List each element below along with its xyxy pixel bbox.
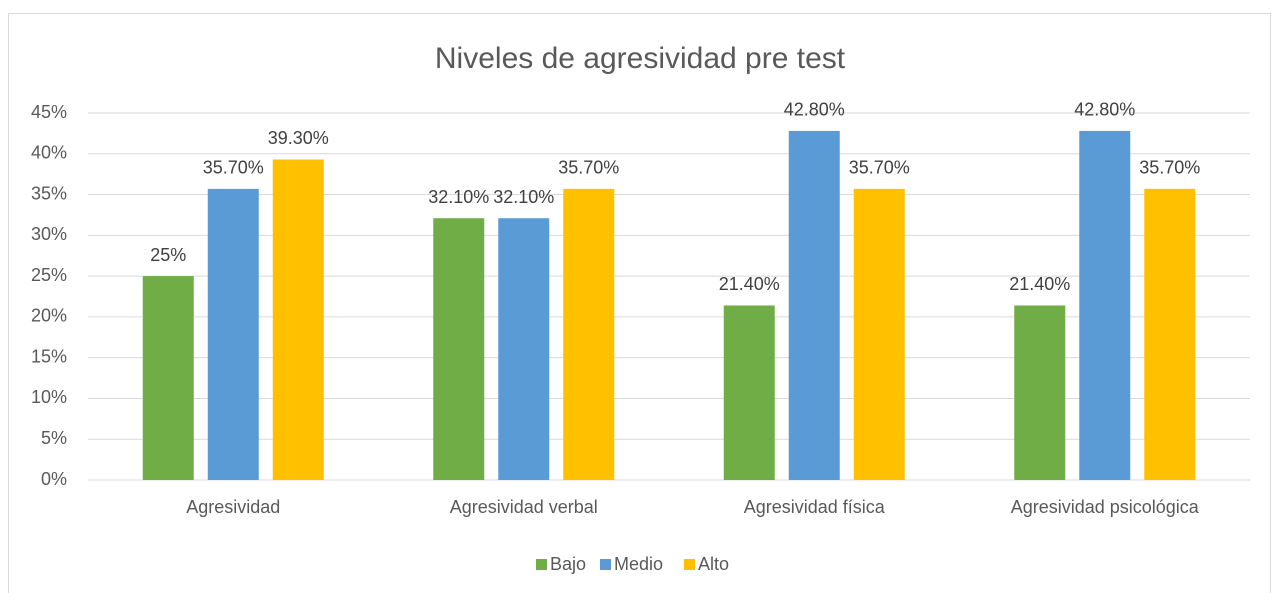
data-label: 39.30% <box>268 128 329 148</box>
legend-swatch <box>684 559 695 570</box>
y-tick-label: 25% <box>31 265 67 285</box>
bar <box>1144 188 1196 480</box>
legend-swatch <box>600 559 611 570</box>
legend-label: Alto <box>698 554 729 574</box>
bar <box>433 218 485 480</box>
x-tick-label: Agresividad <box>186 497 280 517</box>
legend-label: Bajo <box>550 554 586 574</box>
bar <box>788 130 840 481</box>
data-label: 42.80% <box>784 100 845 120</box>
bar <box>272 159 324 480</box>
data-label: 35.70% <box>203 158 264 178</box>
bar <box>142 276 194 480</box>
data-label: 21.40% <box>719 274 780 294</box>
bar <box>723 305 775 480</box>
data-label: 35.70% <box>849 158 910 178</box>
y-tick-label: 30% <box>31 224 67 244</box>
y-tick-label: 35% <box>31 183 67 203</box>
y-tick-label: 10% <box>31 387 67 407</box>
bar <box>207 188 259 480</box>
data-label: 32.10% <box>428 187 489 207</box>
chart-title: Niveles de agresividad pre test <box>435 42 846 75</box>
data-label: 25% <box>150 245 186 265</box>
y-tick-label: 45% <box>31 102 67 122</box>
legend-label: Medio <box>614 554 663 574</box>
x-tick-label: Agresividad psicológica <box>1011 497 1200 517</box>
x-tick-label: Agresividad verbal <box>450 497 598 517</box>
data-label: 32.10% <box>493 187 554 207</box>
bar <box>498 218 550 480</box>
data-label: 35.70% <box>1139 158 1200 178</box>
x-tick-label: Agresividad física <box>744 497 886 517</box>
y-tick-label: 20% <box>31 306 67 326</box>
data-label: 42.80% <box>1074 100 1135 120</box>
bar <box>1079 130 1131 481</box>
bar <box>563 188 615 480</box>
y-tick-label: 15% <box>31 346 67 366</box>
y-tick-label: 0% <box>41 469 67 489</box>
y-tick-label: 5% <box>41 428 67 448</box>
data-label: 35.70% <box>558 158 619 178</box>
data-label: 21.40% <box>1009 274 1070 294</box>
bar <box>853 188 905 480</box>
bar <box>1014 305 1066 480</box>
legend-swatch <box>536 559 547 570</box>
y-tick-label: 40% <box>31 143 67 163</box>
